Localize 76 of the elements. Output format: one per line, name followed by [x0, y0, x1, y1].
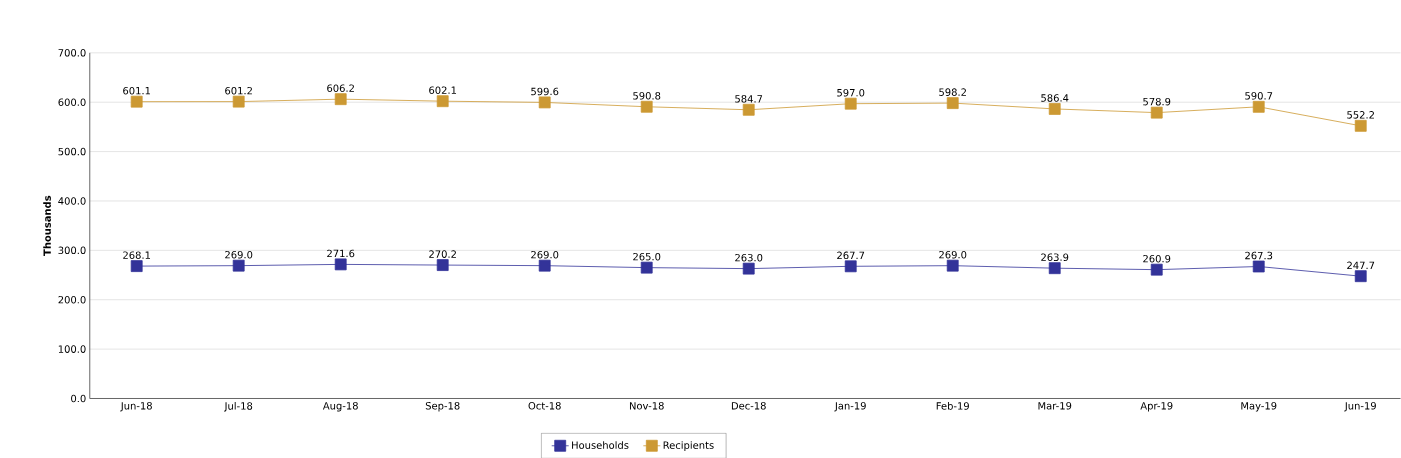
point — [232, 259, 245, 272]
x-tick-label: Mar-19 — [1038, 401, 1072, 410]
data-label: 597.0 — [837, 88, 865, 97]
data-label: 552.2 — [1347, 110, 1374, 119]
point — [742, 103, 755, 116]
data-label: 599.6 — [531, 87, 559, 95]
point — [1354, 270, 1367, 282]
data-label: 601.1 — [123, 86, 151, 95]
x-tick-label: Apr-19 — [1140, 401, 1173, 412]
y-tick-label: 400.0 — [58, 196, 86, 205]
x-tick-label: Sep-18 — [425, 401, 460, 412]
y-tick-label: 0.0 — [71, 394, 86, 403]
y-tick-label: 200.0 — [58, 295, 86, 304]
data-label: 269.0 — [939, 250, 967, 259]
data-label: 267.7 — [837, 251, 865, 259]
x-tick-label: May-19 — [1241, 401, 1277, 412]
data-label: 586.4 — [1041, 93, 1069, 102]
x-tick-label: Jun-19 — [1344, 401, 1376, 412]
x-tick-label: Jun-18 — [120, 401, 152, 412]
point — [742, 262, 755, 275]
data-label: 590.8 — [633, 91, 661, 100]
x-tick-label: Oct-18 — [528, 401, 561, 410]
y-tick-label: 500.0 — [58, 147, 86, 156]
x-tick-label: Jan-19 — [834, 401, 866, 412]
data-label: 578.9 — [1143, 97, 1171, 106]
point — [334, 258, 347, 271]
x-tick-label: Dec-18 — [731, 401, 766, 410]
x-tick-label: Jul-18 — [224, 401, 253, 412]
point — [1354, 119, 1367, 132]
y-axis-title: Thousands — [43, 195, 51, 256]
data-label: 269.0 — [225, 250, 253, 259]
x-tick-label: Nov-18 — [629, 401, 664, 410]
data-label: 260.9 — [1143, 254, 1171, 263]
point — [1150, 106, 1163, 119]
point — [640, 100, 653, 113]
point — [334, 93, 347, 105]
data-label: 265.0 — [633, 252, 661, 261]
point — [946, 259, 959, 272]
point — [232, 95, 245, 108]
y-tick-label: 300.0 — [58, 246, 86, 254]
point — [130, 95, 143, 108]
point — [1252, 100, 1265, 113]
point — [538, 96, 551, 109]
point — [946, 96, 959, 109]
x-tick-label: Feb-19 — [936, 401, 969, 410]
point — [1048, 102, 1061, 115]
y-tick-label: 700.0 — [58, 48, 86, 57]
point — [436, 258, 449, 271]
point — [1048, 262, 1061, 274]
data-label: 269.0 — [531, 250, 559, 259]
point — [1252, 260, 1265, 273]
data-label: 270.2 — [429, 250, 456, 258]
legend-label: Recipients — [663, 441, 714, 451]
x-tick-label: Aug-18 — [322, 401, 358, 412]
point — [1150, 263, 1163, 276]
data-label: 263.0 — [735, 253, 763, 262]
point — [640, 261, 653, 274]
point — [844, 97, 857, 110]
y-tick-label: 100.0 — [58, 345, 86, 353]
data-label: 271.6 — [327, 249, 355, 257]
data-label: 247.7 — [1347, 261, 1375, 269]
y-tick-label: 600.0 — [58, 98, 86, 106]
data-label: 601.2 — [225, 86, 252, 95]
point — [844, 260, 857, 272]
data-label: 263.9 — [1041, 253, 1069, 261]
data-label: 268.1 — [123, 251, 151, 259]
data-label: 267.3 — [1245, 251, 1273, 260]
point — [130, 259, 143, 272]
data-label: 598.2 — [939, 88, 966, 96]
data-label: 602.1 — [429, 86, 457, 94]
data-label: 584.7 — [735, 94, 763, 103]
data-label: 606.2 — [327, 84, 354, 92]
data-label: 590.7 — [1245, 91, 1273, 100]
point — [538, 259, 551, 272]
point — [436, 95, 449, 107]
legend-label: Households — [572, 441, 629, 449]
